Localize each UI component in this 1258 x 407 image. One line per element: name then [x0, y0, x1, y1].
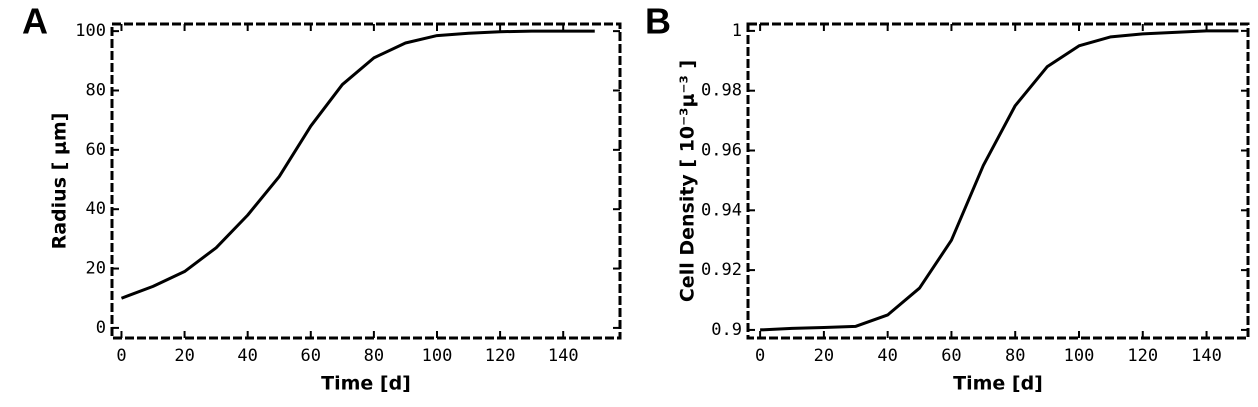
x-tick-label: 120	[1127, 346, 1158, 366]
x-tick-label: 20	[814, 346, 834, 366]
x-tick-label: 100	[422, 346, 453, 366]
x-tick-label: 60	[301, 346, 321, 366]
x-tick-label: 80	[1005, 346, 1025, 366]
y-tick-label: 1	[732, 21, 742, 41]
x-tick-label: 0	[755, 346, 765, 366]
data-line	[760, 29, 1239, 332]
plot-frame	[110, 22, 622, 340]
y-tick-label: 0.98	[701, 81, 742, 101]
x-tick-label: 0	[116, 346, 126, 366]
x-tick-label: 40	[237, 346, 257, 366]
x-tick-label: 100	[1064, 346, 1095, 366]
plot-frame	[746, 22, 1250, 340]
y-tick-label: 0.92	[701, 260, 742, 280]
x-tick-label: 60	[941, 346, 961, 366]
y-tick-label: 80	[86, 80, 106, 100]
y-tick-label: 40	[86, 199, 106, 219]
y-tick-label: 0	[96, 318, 106, 338]
x-tick-label: 140	[1191, 346, 1222, 366]
x-tick-label: 140	[548, 346, 579, 366]
x-axis-label: Time [d]	[953, 373, 1043, 395]
y-tick-label: 0.9	[711, 320, 742, 340]
y-tick-label: 0.94	[701, 200, 742, 220]
data-line	[120, 29, 595, 300]
x-tick-label: 40	[877, 346, 897, 366]
panel-label: B	[645, 1, 671, 42]
panel-label: A	[22, 1, 48, 42]
x-axis-label: Time [d]	[321, 373, 411, 395]
y-tick-label: 0.96	[701, 140, 742, 160]
x-tick-label: 80	[364, 346, 384, 366]
y-tick-label: 60	[86, 140, 106, 160]
x-tick-label: 20	[174, 346, 194, 366]
x-tick-label: 120	[485, 346, 516, 366]
y-axis-label: Cell Density [ 10⁻³μ⁻³ ]	[677, 60, 699, 302]
y-axis-label: Radius [ μm]	[49, 113, 71, 250]
y-tick-label: 100	[75, 21, 106, 41]
y-tick-label: 20	[86, 259, 106, 279]
